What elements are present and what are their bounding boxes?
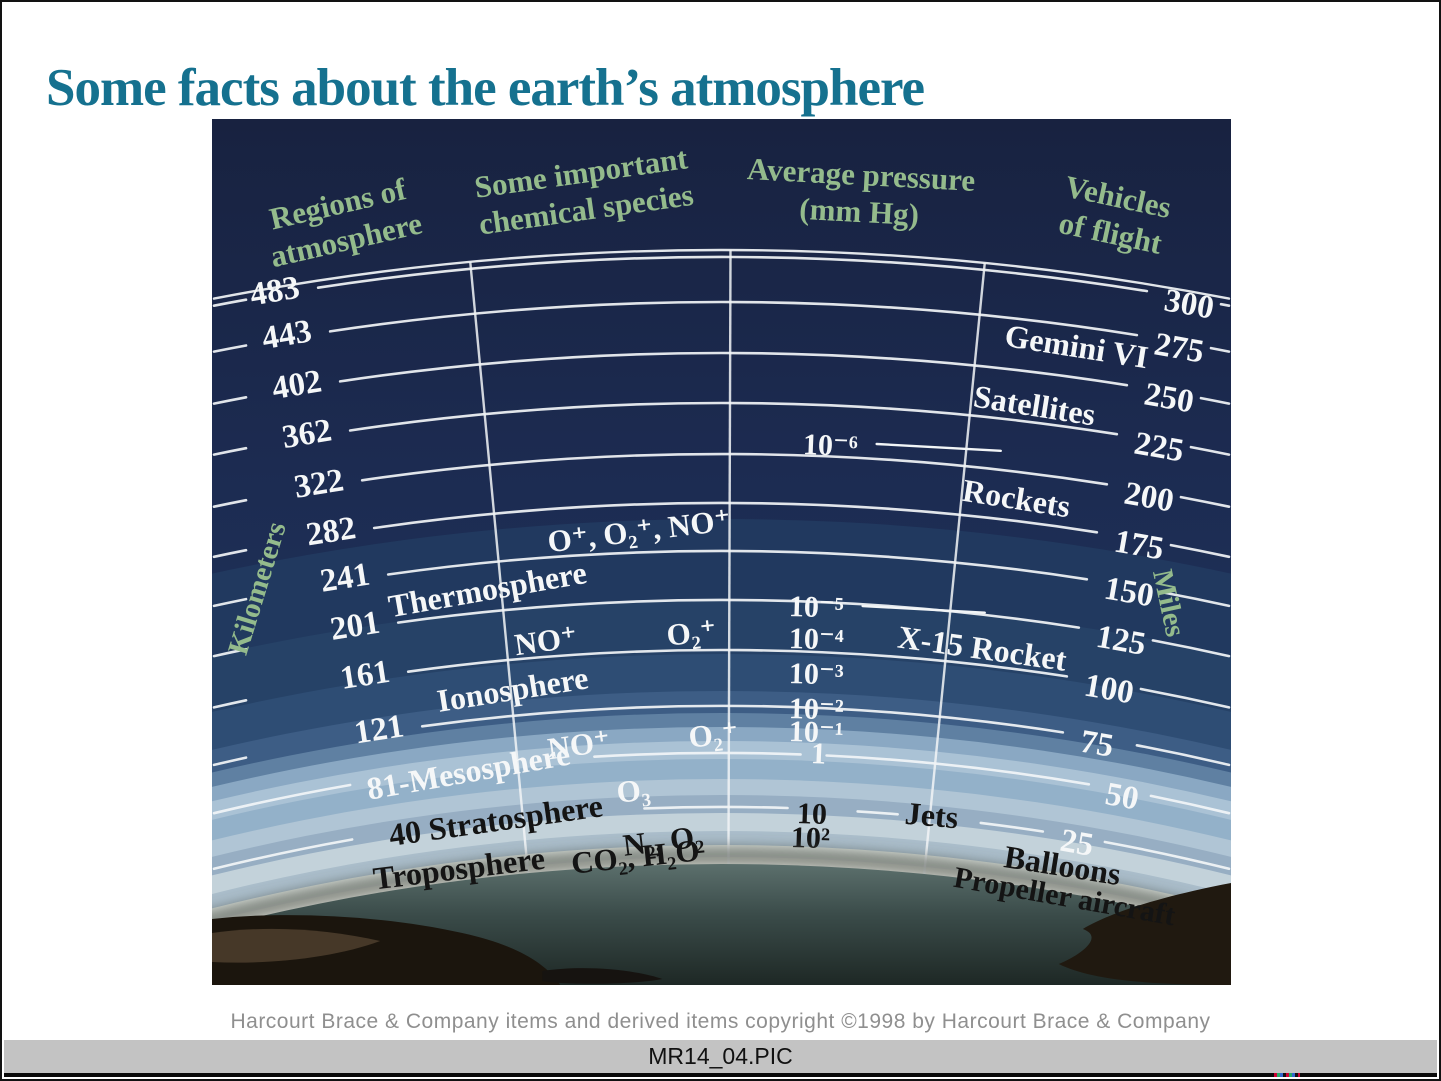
grid-arc bbox=[420, 704, 1065, 734]
miles-label-250: 250 bbox=[1142, 376, 1197, 420]
species-no2: NO⁺ bbox=[545, 723, 612, 766]
miles-label-275: 275 bbox=[1152, 326, 1207, 370]
grid-arc bbox=[979, 821, 1045, 833]
miles-label-125: 125 bbox=[1093, 619, 1148, 663]
km-label-121: 121 bbox=[352, 708, 406, 751]
grid-arc bbox=[593, 751, 802, 758]
grid-arc bbox=[360, 452, 1109, 486]
pressure-label: 10⁻⁵ bbox=[788, 590, 844, 625]
copyright-text: Harcourt Brace & Company items and deriv… bbox=[230, 1010, 1211, 1033]
pressure-label: 10⁻¹ bbox=[788, 715, 844, 750]
grid-arc bbox=[212, 344, 248, 353]
column-divider-1 bbox=[469, 261, 530, 874]
km-label-282: 282 bbox=[304, 510, 359, 553]
grid-arc bbox=[212, 783, 352, 815]
grid-arc bbox=[212, 298, 248, 307]
pressure-label: 1 bbox=[810, 737, 826, 771]
km-label-322: 322 bbox=[292, 462, 347, 505]
grid-arc bbox=[825, 754, 1091, 786]
grid-arc bbox=[212, 396, 248, 405]
grid-arc bbox=[212, 446, 248, 456]
grid-arc bbox=[316, 255, 1149, 293]
pressure-label: 10⁻³ bbox=[788, 657, 844, 692]
km-label-201: 201 bbox=[328, 605, 383, 648]
filename-bar[interactable]: MR14_04.PIC bbox=[4, 1040, 1437, 1073]
grid-arc bbox=[212, 647, 248, 658]
miles-label-150: 150 bbox=[1101, 570, 1156, 614]
miles-label-300: 300 bbox=[1162, 283, 1217, 327]
landmass bbox=[212, 928, 381, 963]
grid-arc bbox=[1159, 590, 1231, 608]
species-o3: O₃ bbox=[615, 771, 652, 809]
km-label-241: 241 bbox=[318, 557, 373, 600]
grid-arc bbox=[212, 838, 354, 871]
grid-arc bbox=[212, 548, 248, 559]
grid-arc bbox=[1219, 302, 1231, 307]
species-o2: O₂⁺ bbox=[665, 613, 718, 653]
grid-arc bbox=[338, 351, 1129, 387]
grid-arc bbox=[212, 756, 248, 767]
miles-label-175: 175 bbox=[1112, 524, 1167, 568]
pressure-dash bbox=[875, 442, 1002, 453]
page-title: Some facts about the earth’s atmosphere bbox=[46, 59, 925, 117]
column-divider-3 bbox=[923, 262, 986, 875]
grid-arc bbox=[386, 549, 1089, 581]
miles-label-100: 100 bbox=[1081, 667, 1136, 711]
miles-label-50: 50 bbox=[1102, 776, 1141, 818]
vehicle-jets: Jets bbox=[904, 795, 960, 835]
km-label-443: 443 bbox=[259, 313, 314, 357]
landmass bbox=[1058, 883, 1231, 985]
km-label-483: 483 bbox=[247, 270, 302, 314]
miles-label-25: 25 bbox=[1057, 823, 1096, 864]
grid-arc bbox=[212, 699, 248, 709]
grid-arc bbox=[328, 300, 1139, 337]
grid-arc bbox=[643, 805, 789, 810]
grid-arc bbox=[1151, 639, 1231, 658]
grid-arc bbox=[212, 597, 248, 608]
km-label-161: 161 bbox=[338, 654, 392, 697]
grid-arc bbox=[856, 810, 899, 816]
grid-arc bbox=[1209, 346, 1231, 353]
grid-arc bbox=[406, 648, 1069, 678]
grid-arc bbox=[396, 598, 1081, 629]
pressure-label: 10⁻⁴ bbox=[788, 622, 844, 657]
grid-arc bbox=[1179, 495, 1231, 508]
grid-arc bbox=[1103, 840, 1231, 871]
miles-label-75: 75 bbox=[1077, 724, 1116, 765]
earth-limb-shadow bbox=[212, 846, 1231, 931]
grid-arc bbox=[372, 501, 1099, 534]
grid-arc bbox=[348, 401, 1119, 436]
pressure-label: 10⁻² bbox=[788, 692, 844, 727]
column-divider-2 bbox=[727, 250, 732, 865]
screen-bottom-strip bbox=[4, 1073, 1437, 1077]
km-label-402: 402 bbox=[269, 363, 324, 407]
grid-arc bbox=[1169, 543, 1231, 559]
grid-arc bbox=[1135, 744, 1231, 767]
species-o22: O₂⁺ bbox=[687, 715, 740, 755]
grid-arc bbox=[1139, 687, 1231, 709]
miles-label-225: 225 bbox=[1132, 426, 1187, 470]
grid-arc bbox=[1149, 794, 1231, 815]
pressure-label: 10 bbox=[796, 797, 827, 831]
grid-arc bbox=[212, 248, 1231, 300]
km-label-362: 362 bbox=[280, 413, 335, 457]
filename-label: MR14_04.PIC bbox=[648, 1043, 793, 1069]
atmosphere-diagram: 483 300 443 275 402 250 362 225 322 200 282 175 241 1… bbox=[212, 119, 1231, 985]
grid-arc bbox=[212, 498, 248, 508]
miles-label-200: 200 bbox=[1122, 476, 1177, 520]
pressure-dash bbox=[861, 604, 986, 614]
landmass bbox=[542, 968, 663, 984]
species-no: NO⁺ bbox=[512, 619, 579, 662]
pressure-label: 10⁻⁶ bbox=[802, 428, 858, 463]
screen-edge-artifact bbox=[1274, 1073, 1300, 1077]
grid-arc bbox=[1189, 445, 1231, 456]
grid-arc bbox=[1199, 396, 1231, 405]
